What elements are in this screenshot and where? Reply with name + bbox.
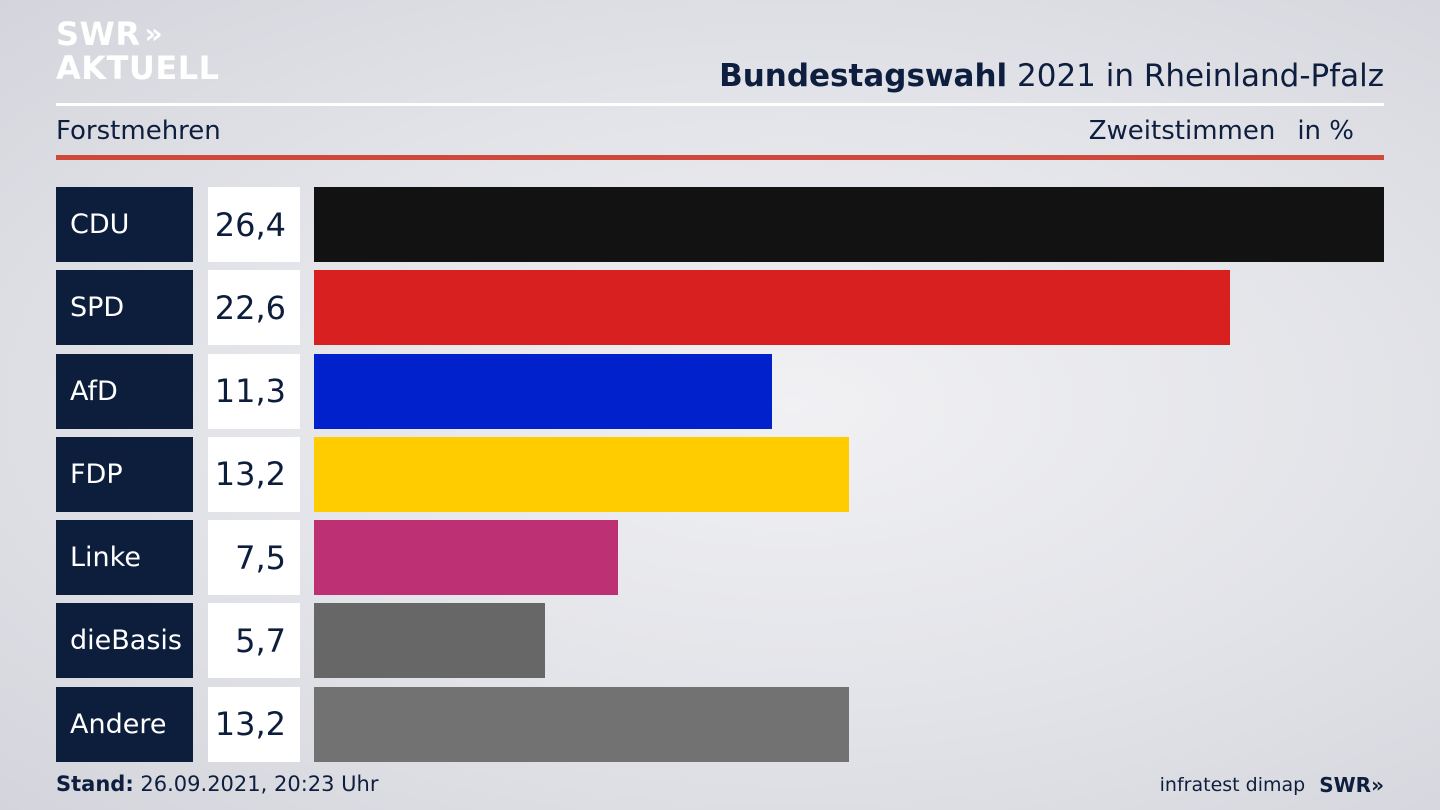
chevron-right-icon: »	[144, 17, 162, 50]
bar-row: Andere 13,2	[56, 686, 1384, 762]
bar	[314, 436, 849, 512]
value-label: 11,3	[208, 353, 300, 429]
party-label: CDU	[56, 187, 193, 262]
bar	[314, 187, 1384, 262]
metric-name: Zweitstimmen	[1088, 116, 1276, 146]
metric-unit: in %	[1297, 116, 1354, 146]
chart-title-rest: 2021 in Rheinland-Pfalz	[1007, 58, 1384, 94]
bar-chart: CDU 26,4 SPD 22,6 AfD 11,3 FDP 13,2 Linke 7,5 dieB…	[56, 187, 1384, 770]
logo-line-1: SWR »	[56, 18, 220, 50]
bar	[314, 686, 849, 762]
timestamp-label: Stand:	[56, 772, 134, 796]
source-label: infratest dimap	[1159, 774, 1306, 796]
bar	[314, 520, 618, 596]
party-label: AfD	[56, 353, 193, 429]
value-label: 13,2	[208, 686, 300, 762]
party-label: SPD	[56, 270, 193, 346]
value-label: 5,7	[208, 603, 300, 679]
bar	[314, 603, 545, 679]
title-divider	[56, 103, 1384, 106]
logo-aktuell-text: AKTUELL	[56, 49, 220, 87]
chart-title: Bundestagswahl 2021 in Rheinland-Pfalz	[719, 58, 1384, 94]
bar-row: CDU 26,4	[56, 187, 1384, 262]
bar-row: dieBasis 5,7	[56, 603, 1384, 679]
chart-title-bold: Bundestagswahl	[719, 58, 1008, 94]
swr-logo-small: SWR»	[1319, 773, 1384, 797]
bar-row: FDP 13,2	[56, 436, 1384, 512]
metric-label: Zweitstimmen in %	[1089, 116, 1354, 146]
value-label: 22,6	[208, 270, 300, 346]
bar-row: Linke 7,5	[56, 520, 1384, 596]
value-label: 26,4	[208, 187, 300, 262]
bar-row: AfD 11,3	[56, 353, 1384, 429]
party-label: Andere	[56, 686, 193, 762]
timestamp: Stand: 26.09.2021, 20:23 Uhr	[56, 772, 379, 796]
logo-swr-text: SWR	[56, 15, 141, 53]
accent-divider	[56, 155, 1384, 160]
region-label: Forstmehren	[56, 116, 221, 146]
source-credit: infratest dimap SWR»	[1160, 773, 1384, 797]
bar-row: SPD 22,6	[56, 270, 1384, 346]
swr-aktuell-logo: SWR » AKTUELL	[56, 18, 220, 84]
party-label: dieBasis	[56, 603, 193, 679]
value-label: 7,5	[208, 520, 300, 596]
timestamp-value: 26.09.2021, 20:23 Uhr	[133, 772, 379, 796]
bar	[314, 270, 1230, 346]
party-label: FDP	[56, 436, 193, 512]
value-label: 13,2	[208, 436, 300, 512]
bar	[314, 353, 772, 429]
party-label: Linke	[56, 520, 193, 596]
